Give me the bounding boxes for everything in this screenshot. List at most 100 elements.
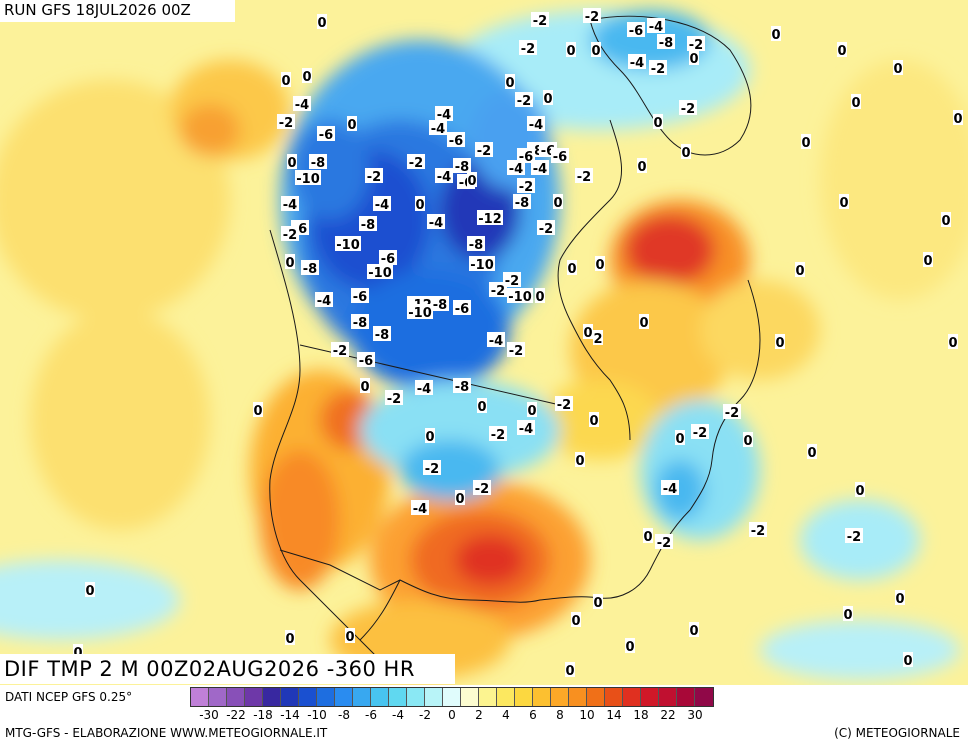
contour-label-box [453, 378, 471, 393]
contour-label: -6 [629, 24, 643, 39]
contour-label-box [455, 490, 465, 505]
color-swatch [695, 688, 713, 706]
contour-label-box [293, 96, 311, 111]
contour-label-box [517, 420, 535, 435]
contour-label: 0 [948, 336, 957, 351]
color-swatch [569, 688, 587, 706]
contour-label: 0 [360, 380, 369, 395]
contour-label-box [647, 18, 665, 33]
credit-left: MTG-GFS - ELABORAZIONE WWW.METEOGIORNALE… [5, 726, 328, 740]
contour-label: 0 [281, 74, 290, 89]
contour-label: -4 [317, 294, 331, 309]
color-swatch [263, 688, 281, 706]
contour-label-box [431, 296, 449, 311]
contour-label: 0 [743, 434, 752, 449]
contour-label: -4 [295, 98, 309, 113]
contour-label: -2 [657, 536, 671, 551]
contour-label-box [351, 288, 369, 303]
contour-label: 0 [595, 258, 604, 273]
contour-label-box [639, 314, 649, 329]
contour-label: 0 [535, 290, 544, 305]
contour-label-box [843, 606, 853, 621]
contour-label: -4 [429, 216, 443, 231]
contour-label-box [543, 90, 553, 105]
contour-label-box [475, 142, 493, 157]
contour-label-box [583, 8, 601, 23]
contour-label-box [407, 304, 433, 319]
contour-label-box [73, 644, 83, 659]
contour-label-box [948, 334, 958, 349]
contour-label-box [771, 26, 781, 41]
contour-label-box [837, 42, 847, 57]
contour-label: 0 [775, 336, 784, 351]
contour-label-box [360, 378, 370, 393]
contour-label: 0 [317, 16, 326, 31]
contour-label-box [281, 196, 299, 211]
contour-label: -2 [333, 344, 347, 359]
color-scale-tick: -10 [307, 708, 327, 722]
contour-label: 0 [851, 96, 860, 111]
contour-label-box [365, 168, 383, 183]
contour-label: 0 [543, 92, 552, 107]
contour-label: 0 [771, 28, 780, 43]
color-scale-tick: 4 [502, 708, 510, 722]
color-scale-tick: -6 [365, 708, 377, 722]
color-swatch [623, 688, 641, 706]
contour-label-box [517, 148, 535, 163]
color-swatch [515, 688, 533, 706]
contour-label: -4 [529, 118, 543, 133]
contour-label-box [527, 402, 537, 417]
contour-label: -8 [469, 238, 483, 253]
contour-label-box [423, 460, 441, 475]
color-swatch [497, 688, 515, 706]
contour-label-box [347, 116, 357, 131]
contour-label-box [653, 114, 663, 129]
coastline [269, 15, 761, 661]
contour-label-box [723, 404, 741, 419]
contour-label: -10 [508, 290, 532, 305]
contour-label-box [427, 214, 445, 229]
contour-label-box [415, 380, 433, 395]
contour-label-box [566, 42, 576, 57]
contour-label: -10 [408, 306, 432, 321]
contour-label: -6 [359, 354, 373, 369]
contour-label: -8 [455, 160, 469, 175]
color-scale-tick: 18 [633, 708, 649, 722]
contour-label-box [553, 194, 563, 209]
contour-label-box [527, 116, 545, 131]
contour-label-box [627, 22, 645, 37]
contour-label: -4 [509, 162, 523, 177]
contour-label: 0 [345, 630, 354, 645]
color-scale-tick: 8 [556, 708, 564, 722]
color-swatch [659, 688, 677, 706]
contour-label-box [505, 74, 515, 89]
contour-label-box [503, 272, 521, 287]
contour-label: -4 [649, 20, 663, 35]
contour-label-box [583, 324, 593, 339]
contour-label: -4 [437, 108, 451, 123]
contour-label-box [655, 534, 673, 549]
contour-label-box [749, 522, 767, 537]
contour-label-box [411, 500, 429, 515]
contour-label-box [795, 262, 805, 277]
contour-label: 0 [591, 44, 600, 59]
contour-label-box [575, 452, 585, 467]
contour-label-box [473, 480, 491, 495]
contour-label-box [489, 282, 507, 297]
contour-label: -2 [847, 530, 861, 545]
contour-label: -2 [475, 482, 489, 497]
color-scale-tick: -30 [199, 708, 219, 722]
contour-label: 0 [85, 584, 94, 599]
contour-label-box [253, 402, 263, 417]
contour-label: -4 [630, 56, 644, 71]
contour-label-box [309, 154, 327, 169]
contour-label-box [679, 100, 697, 115]
contour-label: -2 [681, 102, 695, 117]
contour-label-box [591, 42, 601, 57]
contour-label-box [589, 412, 599, 427]
contour-label: 0 [505, 76, 514, 91]
contour-label: 0 [455, 492, 464, 507]
color-swatch [479, 688, 497, 706]
color-swatch [677, 688, 695, 706]
contour-label: -6 [381, 252, 395, 267]
